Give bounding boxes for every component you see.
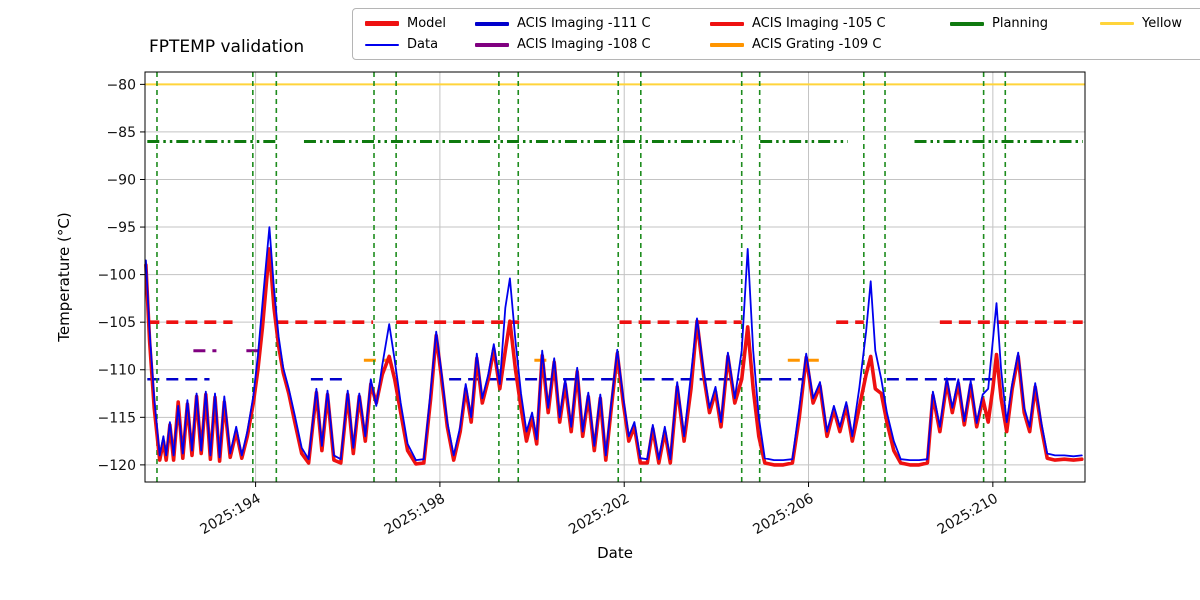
legend-line-swatch xyxy=(365,43,399,46)
legend-item: ACIS Imaging -105 C xyxy=(710,16,950,31)
legend-item: Data xyxy=(365,37,475,52)
legend-label: ACIS Imaging -111 C xyxy=(517,16,651,31)
y-tick-label: −105 xyxy=(98,315,136,331)
legend-label: ACIS Grating -109 C xyxy=(752,37,882,52)
legend-line-swatch xyxy=(710,21,744,26)
data-series-line xyxy=(144,226,1083,462)
legend-label: ACIS Imaging -105 C xyxy=(752,16,886,31)
y-tick-label: −110 xyxy=(98,363,136,379)
legend-label: ACIS Imaging -108 C xyxy=(517,37,651,52)
legend-label: Yellow xyxy=(1142,16,1183,31)
axes-spines xyxy=(144,71,1086,483)
legend-item: ACIS Imaging -108 C xyxy=(475,37,710,52)
legend-item: ACIS Imaging -111 C xyxy=(475,16,710,31)
y-tick-label: −85 xyxy=(106,125,136,141)
y-tick-label: −120 xyxy=(98,458,136,474)
model-series-line xyxy=(144,247,1084,467)
legend-line-swatch xyxy=(475,42,509,47)
x-tick-label: 2025:210 xyxy=(935,491,1001,538)
legend-line-swatch xyxy=(950,21,984,26)
y-tick-label: −90 xyxy=(106,172,136,188)
legend-item: Yellow xyxy=(1100,16,1200,31)
chart-title: FPTEMP validation xyxy=(149,37,305,57)
x-tick-label: 2025:202 xyxy=(566,491,632,538)
y-axis-label: Temperature (°C) xyxy=(55,212,73,342)
legend-label: Model xyxy=(407,16,447,31)
legend-item: ACIS Grating -109 C xyxy=(710,37,950,52)
legend-label: Planning xyxy=(992,16,1048,31)
legend-line-swatch xyxy=(1100,22,1134,25)
x-tick-label: 2025:198 xyxy=(382,491,448,538)
legend-item: Planning xyxy=(950,16,1100,31)
legend-item: Model xyxy=(365,16,475,31)
x-tick-label: 2025:194 xyxy=(197,491,263,538)
legend: Model Data ACIS Imaging -111 C ACIS Imaging… xyxy=(352,8,1200,60)
legend-line-swatch xyxy=(710,42,744,47)
legend-line-swatch xyxy=(475,21,509,26)
legend-line-swatch xyxy=(365,21,399,26)
y-tick-label: −115 xyxy=(98,410,136,426)
y-tick-label: −95 xyxy=(106,220,136,236)
x-axis-label: Date xyxy=(597,544,633,562)
y-tick-label: −100 xyxy=(98,268,136,284)
y-tick-label: −80 xyxy=(106,77,136,93)
legend-label: Data xyxy=(407,37,439,52)
x-tick-label: 2025:206 xyxy=(750,491,816,538)
